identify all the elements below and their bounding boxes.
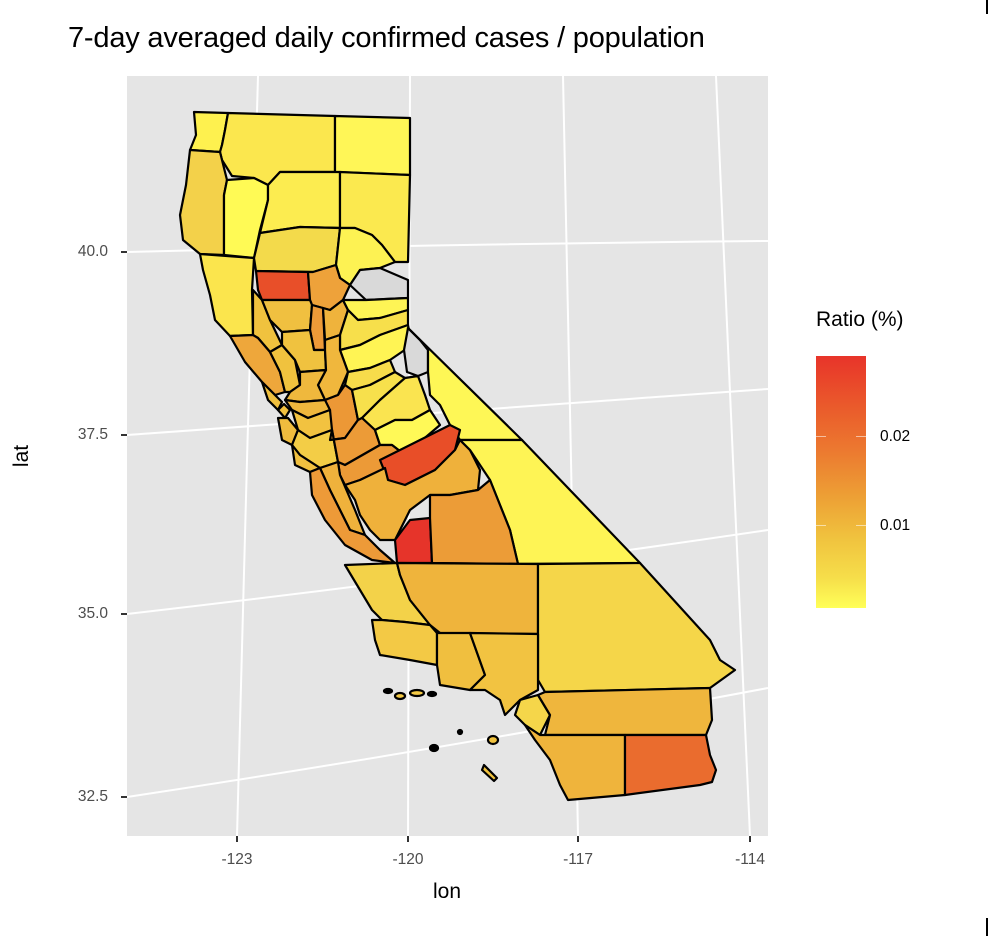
island [393, 691, 407, 701]
county-imperial[interactable] [623, 733, 718, 797]
county-tehama[interactable] [252, 225, 342, 274]
legend-colorbar [816, 356, 866, 608]
county-san-francisco[interactable] [276, 402, 292, 420]
legend-label: 0.02 [880, 428, 911, 445]
x-tick-label: -114 [735, 851, 765, 868]
y-tick-label: 32.5 [77, 788, 108, 805]
island [426, 690, 438, 698]
county-tulare[interactable] [428, 478, 520, 566]
frame-mark [986, 918, 988, 936]
island [486, 734, 500, 746]
y-axis-label: lat [10, 444, 33, 468]
island [456, 728, 464, 736]
axis-ticks [121, 251, 751, 842]
legend-tick [856, 525, 866, 526]
county-fresno[interactable] [343, 438, 482, 542]
x-tick-label: -123 [221, 851, 253, 868]
y-tick-label: 37.5 [77, 426, 108, 443]
x-tick-label: -117 [563, 851, 593, 868]
county-san-bernardino[interactable] [536, 561, 737, 694]
x-tick-label: -120 [392, 851, 424, 868]
x-axis-label: lon [432, 880, 462, 903]
county-monterey[interactable] [308, 466, 397, 565]
legend-tick [816, 436, 826, 437]
y-tick-label: 35.0 [77, 605, 108, 622]
island [480, 763, 499, 783]
counties [178, 110, 737, 802]
legend-title: Ratio (%) [816, 308, 904, 331]
legend-label: 0.01 [880, 517, 911, 534]
y-tick-label: 40.0 [77, 243, 108, 260]
county-los-angeles[interactable] [468, 631, 540, 717]
county-modoc[interactable] [333, 114, 412, 177]
island [408, 688, 426, 698]
legend-tick [816, 525, 826, 526]
county-riverside[interactable] [536, 686, 714, 737]
county-marin[interactable] [260, 380, 284, 412]
county-shasta[interactable] [258, 170, 342, 235]
legend-tick [856, 436, 866, 437]
island [382, 687, 394, 695]
island [428, 743, 440, 753]
county-san-diego[interactable] [523, 723, 627, 802]
frame-mark [986, 0, 988, 14]
county-glenn[interactable] [254, 269, 312, 302]
chart-title: 7-day averaged daily confirmed cases / p… [68, 22, 705, 54]
